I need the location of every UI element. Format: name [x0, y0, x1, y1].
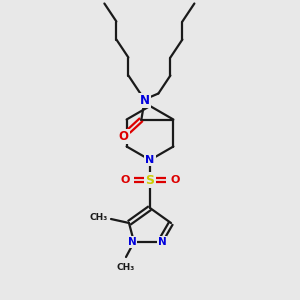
Text: CH₃: CH₃: [117, 263, 135, 272]
Text: N: N: [128, 237, 136, 247]
Text: O: O: [118, 130, 128, 143]
Text: N: N: [140, 94, 149, 107]
Text: CH₃: CH₃: [90, 214, 108, 223]
Text: O: O: [120, 175, 130, 185]
Text: S: S: [146, 173, 154, 187]
Text: O: O: [170, 175, 180, 185]
Text: N: N: [158, 237, 166, 247]
Text: N: N: [146, 155, 154, 165]
